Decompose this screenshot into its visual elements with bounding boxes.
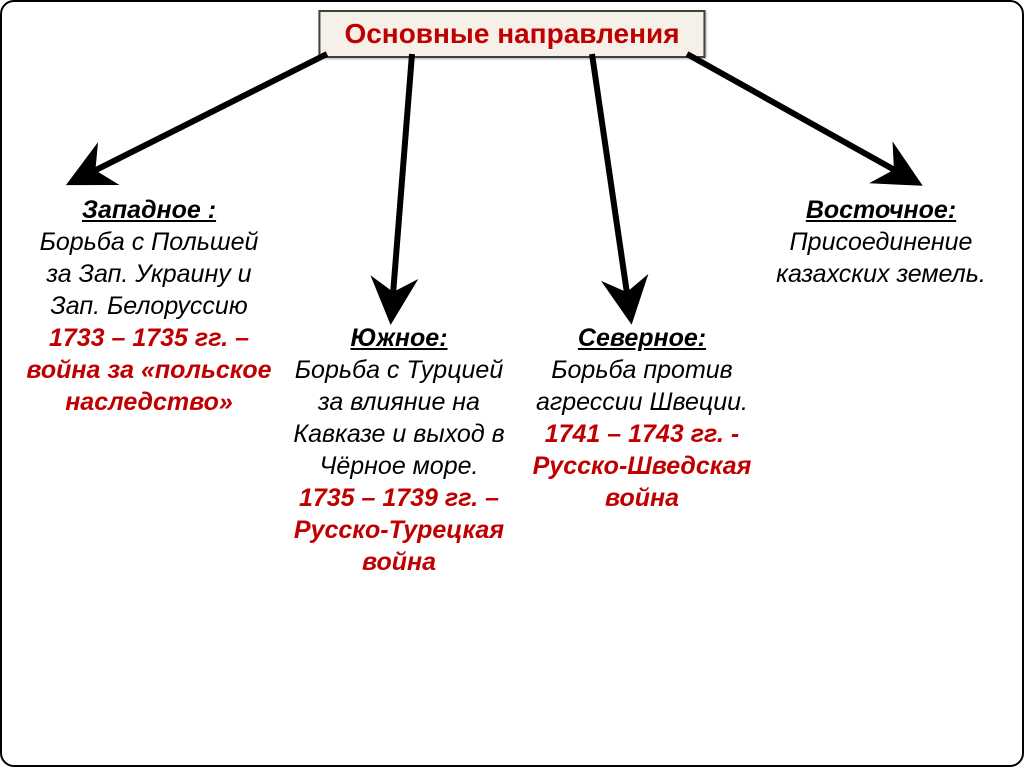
branch-heading: Северное: [532,322,752,354]
diagram-title: Основные направления [318,10,705,58]
branch-heading: Западное : [24,194,274,226]
branch-south: Южное: Борьба с Турцией за влияние на Ка… [289,322,509,578]
branch-heading: Южное: [289,322,509,354]
arrow-north [592,54,629,307]
branch-heading: Восточное: [762,194,1000,226]
branch-north: Северное: Борьба против агрессии Швеции.… [532,322,752,514]
branch-highlight: 1735 – 1739 гг. – Русско-Турецкая война [289,482,509,578]
branch-east: Восточное: Присоединение казахских земел… [762,194,1000,290]
branch-body: Присоединение казахских земель. [762,226,1000,290]
branch-body: Борьба против агрессии Швеции. [532,354,752,418]
branch-body: Борьба с Турцией за влияние на Кавказе и… [289,354,509,482]
arrow-south [392,54,412,307]
branch-west: Западное : Борьба с Польшей за Зап. Укра… [24,194,274,418]
branch-highlight: 1733 – 1735 гг. – война за «польское нас… [24,322,274,418]
arrow-east [687,54,907,177]
branch-body: Борьба с Польшей за Зап. Украину и Зап. … [24,226,274,322]
branch-highlight: 1741 – 1743 гг. - Русско-Шведская война [532,418,752,514]
arrow-west [82,54,327,177]
